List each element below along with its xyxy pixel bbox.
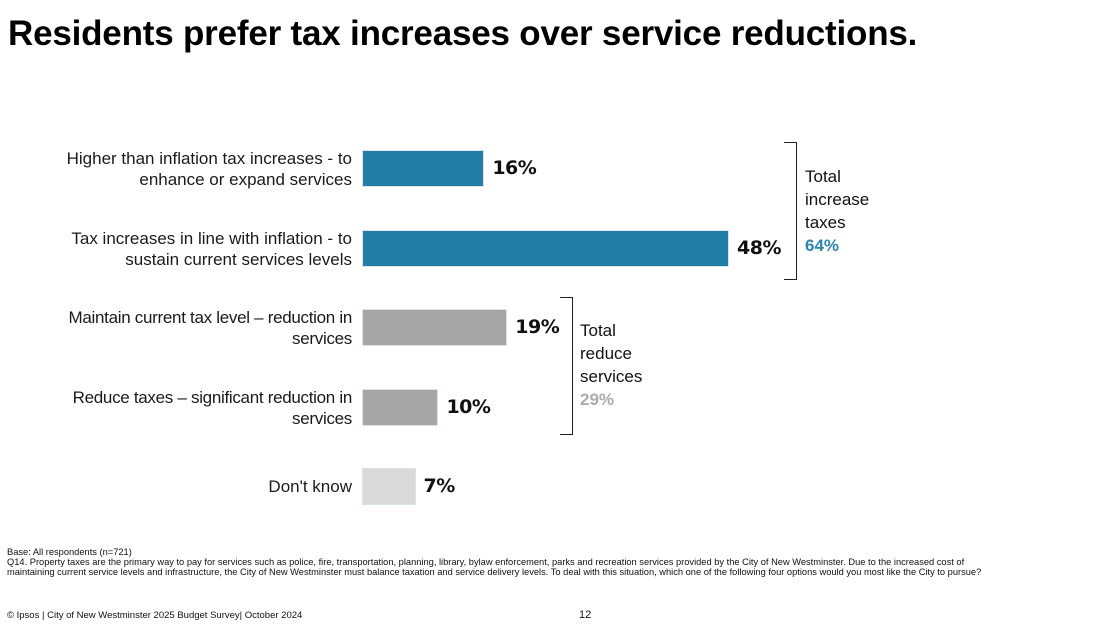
category-label: Tax increases in line with inflation - t…: [71, 228, 352, 270]
group-total-label-line: increase: [805, 190, 870, 209]
value-label: 16%: [492, 156, 537, 179]
category-label-line: Tax increases in line with inflation - t…: [71, 228, 352, 248]
value-label: 19%: [515, 315, 560, 338]
category-label-line: Higher than inflation tax increases - to: [66, 148, 352, 168]
footnote: Base: All respondents (n=721) Q14. Prope…: [7, 547, 981, 577]
bar: [362, 389, 439, 426]
category-label-line: enhance or expand services: [139, 169, 352, 189]
footnote-question-line1: Q14. Property taxes are the primary way …: [7, 557, 965, 567]
category-label-line: Reduce taxes – significant reduction in: [72, 387, 353, 407]
group-total-annotation: Total reduce services 29%: [580, 319, 642, 411]
group-bracket: [784, 142, 797, 280]
category-label: Don't know: [268, 476, 352, 497]
footer-source: © Ipsos | City of New Westminster 2025 B…: [7, 610, 303, 621]
category-label: Higher than inflation tax increases - to…: [67, 148, 352, 190]
category-label-line: services: [292, 408, 352, 428]
group-total-value: 29%: [580, 390, 615, 409]
group-total-label-line: services: [580, 367, 643, 386]
slide-title: Residents prefer tax increases over serv…: [8, 14, 918, 53]
group-total-label-line: reduce: [580, 344, 632, 363]
category-label: Reduce taxes – significant reduction in s…: [72, 387, 353, 429]
group-total-label-line: Total: [805, 167, 841, 186]
bar: [362, 468, 416, 505]
footnote-question-line2: maintaining current service levels and i…: [7, 567, 982, 577]
group-bracket: [560, 297, 573, 435]
category-label-line: sustain current services levels: [125, 249, 352, 269]
value-label: 7%: [423, 474, 456, 497]
category-label-line: services: [292, 328, 352, 348]
category-label-line: Maintain current tax level – reduction i…: [68, 307, 353, 327]
group-total-annotation: Total increase taxes 64%: [805, 165, 869, 257]
value-label: 10%: [446, 395, 491, 418]
category-label-line: Don't know: [268, 477, 352, 496]
bar: [362, 309, 508, 346]
footnote-base: Base: All respondents (n=721): [7, 547, 132, 557]
page-number: 12: [579, 609, 592, 621]
group-total-label-line: taxes: [805, 213, 846, 232]
category-label: Maintain current tax level – reduction i…: [68, 307, 353, 349]
bar-chart: Higher than inflation tax increases - to…: [67, 142, 869, 505]
value-label: 48%: [737, 236, 781, 259]
group-total-value: 64%: [805, 236, 840, 255]
bar: [362, 150, 485, 187]
group-total-label-line: Total: [580, 321, 616, 340]
bar: [362, 230, 729, 267]
